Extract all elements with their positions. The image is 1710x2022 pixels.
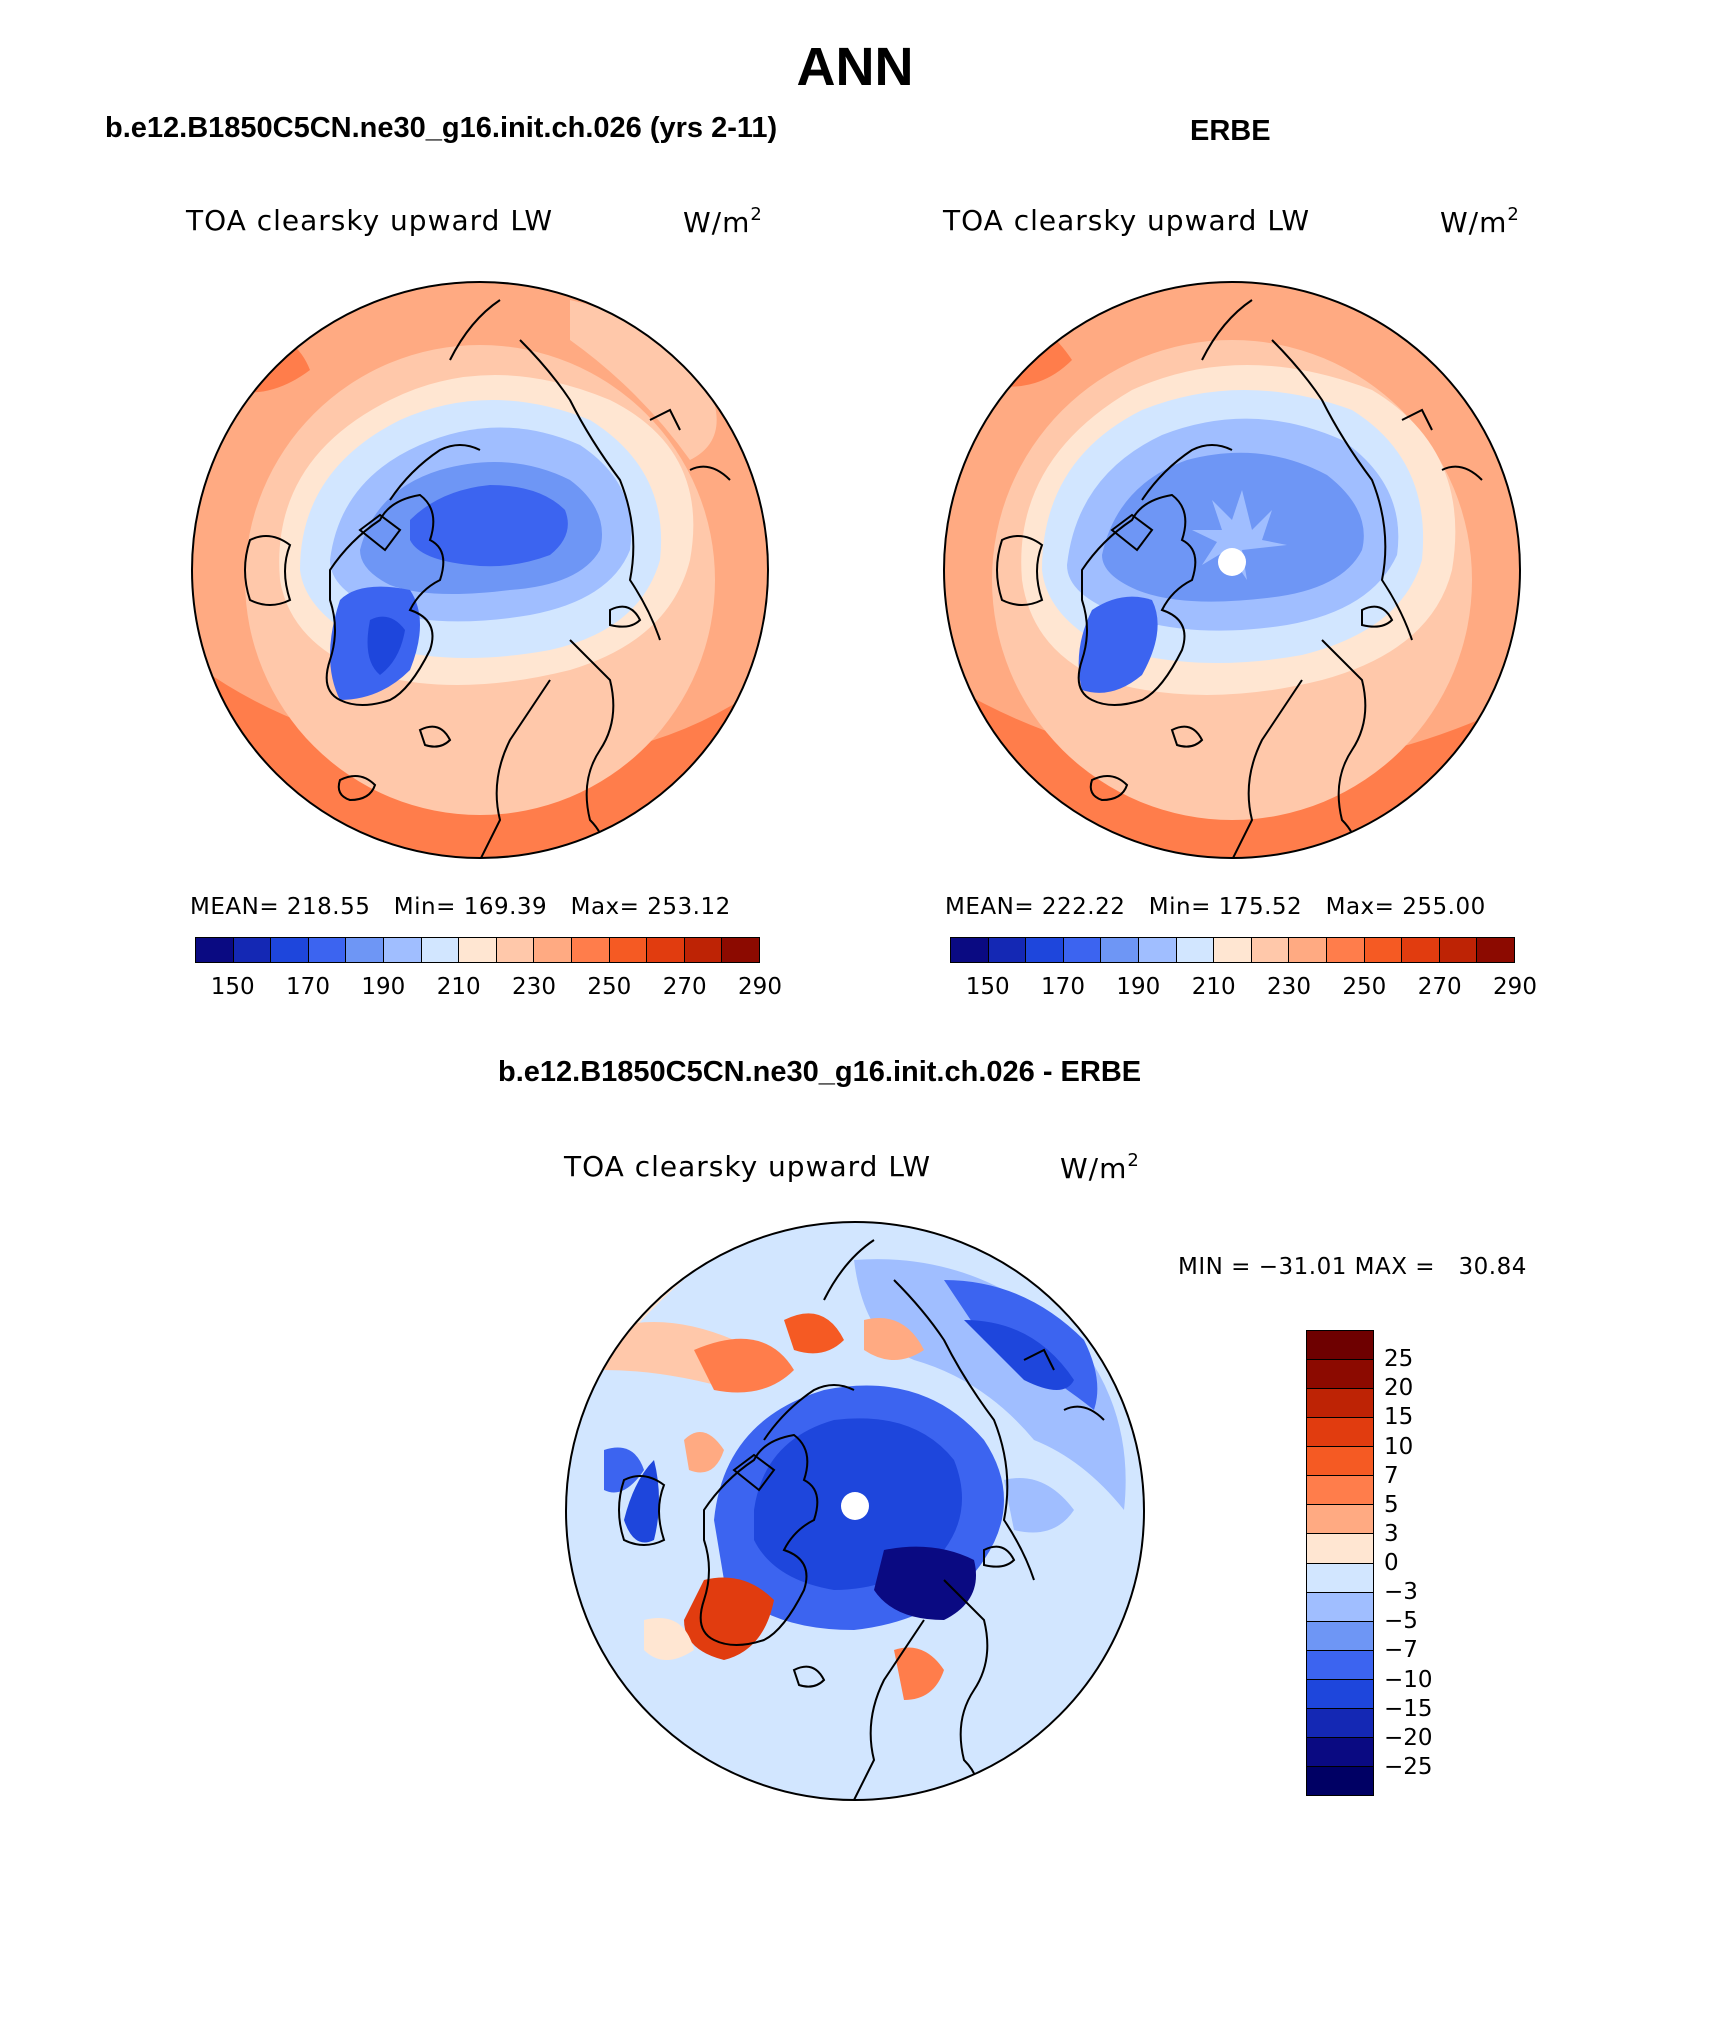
colorbar-tick-label: 250 [1342,974,1387,1000]
colorbar-swatch [1307,1650,1373,1680]
colorbar-swatch [951,938,989,962]
colorbar-tick-label: −7 [1384,1637,1418,1664]
colorbar-tick-label: 270 [662,974,707,1000]
colorbar-swatch [684,938,723,962]
figure-title: ANN [796,37,914,97]
colorbar-swatch [1326,938,1365,962]
colorbar-swatch [609,938,648,962]
colorbar-tick-label: 150 [965,974,1010,1000]
panel-diff-header: b.e12.B1850C5CN.ne30_g16.init.ch.026 - E… [498,1056,1142,1088]
colorbar-tick-label: 250 [587,974,632,1000]
colorbar-swatch [1307,1563,1373,1593]
colorbar-swatch [1307,1447,1373,1477]
panel-diff-colorbar [1306,1330,1374,1796]
colorbar-swatch [722,938,759,962]
panel-diff-variable: TOA clearsky upward LW [564,1150,932,1183]
panel-obs-colorbar [950,937,1515,963]
colorbar-tick-label: 270 [1417,974,1462,1000]
panel-obs-colorbar-labels: 150 170 190 210 230 250 270 290 [950,974,1537,1004]
colorbar-swatch [1101,938,1139,962]
colorbar-swatch [1307,1592,1373,1622]
colorbar-tick-label: −10 [1384,1666,1433,1693]
panel-model-stats: MEAN= 218.55 Min= 169.39 Max= 253.12 [190,894,731,920]
colorbar-swatch [1307,1505,1373,1535]
colorbar-tick-label: −25 [1384,1753,1433,1780]
colorbar-swatch [196,938,234,962]
colorbar-swatch [496,938,535,962]
colorbar-swatch [346,938,384,962]
panel-obs-polar-map [943,281,1521,859]
panel-model-header: b.e12.B1850C5CN.ne30_g16.init.ch.026 (yr… [105,112,778,144]
colorbar-swatch [383,938,422,962]
colorbar-tick-label: 10 [1384,1433,1414,1460]
panel-model-variable: TOA clearsky upward LW [186,204,554,237]
colorbar-swatch [1026,938,1064,962]
panel-diff-colorbar-labels: 25 20 15 10 7 5 3 0 −3 −5 −7 −10 −15 −20 −25 [1384,1330,1504,1796]
colorbar-tick-label: 20 [1384,1375,1414,1402]
colorbar-swatch [647,938,685,962]
colorbar-swatch [1289,938,1327,962]
colorbar-tick-label: −15 [1384,1695,1433,1722]
colorbar-tick-label: 150 [210,974,255,1000]
colorbar-tick-label: 290 [1493,974,1537,1000]
colorbar-swatch [1214,938,1252,962]
colorbar-swatch [1307,1766,1373,1795]
colorbar-tick-label: −5 [1384,1608,1418,1635]
colorbar-swatch [1439,938,1478,962]
colorbar-tick-label: 210 [1191,974,1236,1000]
colorbar-swatch [1063,938,1102,962]
colorbar-swatch [271,938,309,962]
panel-model-colorbar-labels: 150 170 190 210 230 250 270 290 [195,974,782,1004]
colorbar-tick-label: 170 [286,974,330,1000]
colorbar-swatch [1402,938,1440,962]
colorbar-tick-label: 3 [1384,1520,1399,1547]
colorbar-tick-label: 7 [1384,1462,1399,1489]
colorbar-swatch [1138,938,1177,962]
panel-model-colorbar [195,937,760,963]
colorbar-swatch [1307,1476,1373,1506]
colorbar-swatch [1307,1621,1373,1651]
colorbar-swatch [1307,1360,1373,1390]
colorbar-swatch [1251,938,1290,962]
panel-diff-stats: MIN = −31.01 MAX = 30.84 [1178,1254,1527,1280]
colorbar-tick-label: 25 [1384,1346,1414,1373]
colorbar-swatch [1307,1534,1373,1564]
colorbar-swatch [233,938,272,962]
colorbar-swatch [988,938,1027,962]
colorbar-tick-label: 190 [361,974,406,1000]
colorbar-tick-label: −20 [1384,1724,1433,1751]
colorbar-tick-label: 230 [1267,974,1311,1000]
colorbar-swatch [1176,938,1215,962]
colorbar-tick-label: 15 [1384,1404,1414,1431]
panel-model-units: W/m2 [683,204,763,239]
colorbar-tick-label: 5 [1384,1491,1399,1518]
colorbar-tick-label: 230 [512,974,556,1000]
colorbar-tick-label: 190 [1116,974,1161,1000]
panel-diff-units: W/m2 [1060,1150,1140,1185]
colorbar-swatch [1364,938,1403,962]
colorbar-tick-label: 290 [738,974,782,1000]
colorbar-tick-label: 170 [1041,974,1085,1000]
panel-obs-variable: TOA clearsky upward LW [943,204,1311,237]
panel-model-polar-map [191,281,769,859]
colorbar-tick-label: 210 [436,974,481,1000]
colorbar-swatch [1307,1418,1373,1448]
colorbar-swatch [1307,1708,1373,1738]
colorbar-swatch [1477,938,1514,962]
colorbar-tick-label: −3 [1384,1579,1418,1606]
colorbar-tick-label: 0 [1384,1550,1399,1576]
colorbar-swatch [1307,1737,1373,1767]
panel-obs-units: W/m2 [1440,204,1520,239]
colorbar-swatch [1307,1331,1373,1361]
colorbar-swatch [1307,1389,1373,1419]
panel-diff-polar-map [565,1221,1145,1801]
colorbar-swatch [459,938,497,962]
colorbar-swatch [308,938,347,962]
panel-obs-header: ERBE [1190,115,1271,147]
colorbar-swatch [534,938,572,962]
colorbar-swatch [421,938,460,962]
colorbar-swatch [571,938,610,962]
panel-obs-stats: MEAN= 222.22 Min= 175.52 Max= 255.00 [945,894,1486,920]
colorbar-swatch [1307,1679,1373,1709]
